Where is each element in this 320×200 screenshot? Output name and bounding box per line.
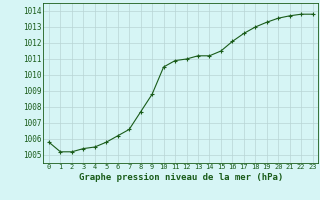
X-axis label: Graphe pression niveau de la mer (hPa): Graphe pression niveau de la mer (hPa) <box>79 173 283 182</box>
